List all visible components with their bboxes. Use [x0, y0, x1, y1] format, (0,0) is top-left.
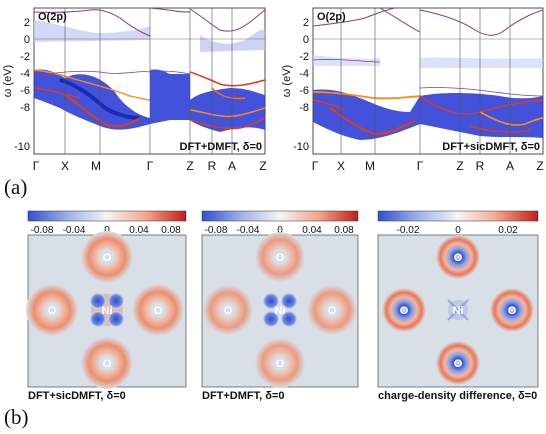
- k-point: A: [228, 159, 236, 173]
- k-point: X: [337, 159, 345, 173]
- y-axis-label: ω (eV): [2, 65, 14, 97]
- k-point: Γ: [147, 159, 154, 173]
- y-tick: 0: [303, 34, 309, 46]
- orbital-label: O(2p): [317, 11, 346, 23]
- y-tick-labels: 2 0 -2 -4 -6 -8 -10: [14, 17, 30, 153]
- map-caption: DFT+sicDMFT, δ=0: [28, 390, 126, 402]
- k-point-labels: Γ X M Γ Z R A Z: [312, 159, 544, 173]
- ni-orbital: [447, 299, 469, 321]
- spectral-function-left: [34, 8, 265, 132]
- k-point: Γ: [417, 159, 424, 173]
- y-tick: -8: [299, 102, 309, 114]
- k-point: R: [476, 159, 485, 173]
- k-point: A: [506, 159, 514, 173]
- k-point: Z: [456, 159, 463, 173]
- y-tick: -2: [299, 51, 309, 63]
- atom-label-o: O: [454, 252, 463, 264]
- k-point-labels: Γ X M Γ Z R A Z: [33, 159, 267, 173]
- density-map-dft-sicdmft: -0.08 -0.04 0 0.04 0.08 O O O O Ni: [26, 210, 187, 389]
- colorbar-tick: 0: [277, 225, 283, 236]
- atom-label-o: O: [154, 305, 163, 317]
- colorbar: [377, 210, 539, 222]
- atom-label-o: O: [48, 305, 57, 317]
- k-point: Z: [186, 159, 193, 173]
- colorbar-ticks: -0.02 0 0.02: [397, 225, 519, 236]
- map-caption: charge-density difference, δ=0: [378, 390, 538, 402]
- colorbar-tick: 0.04: [129, 225, 149, 236]
- map-caption: DFT+DMFT, δ=0: [202, 390, 285, 402]
- k-point: Z: [259, 159, 266, 173]
- k-point: R: [208, 159, 217, 173]
- colorbar-tick: 0: [455, 225, 461, 236]
- y-tick: -4: [299, 68, 309, 80]
- method-label: DFT+DMFT, δ=0: [180, 141, 262, 153]
- colorbar: [201, 210, 359, 222]
- atom-label-o: O: [276, 252, 285, 264]
- band-plot-dft-dmft: 2 0 -2 -4 -6 -8 -10 ω (eV) O(2p) DFT+DMF…: [2, 7, 267, 173]
- colorbar-ticks: -0.08 -0.04 0 0.04 0.08: [205, 225, 355, 236]
- k-point: M: [91, 159, 101, 173]
- atom-label-o: O: [454, 358, 463, 370]
- k-point: Γ: [33, 159, 40, 173]
- y-tick: -10: [293, 141, 309, 153]
- y-tick: -2: [20, 51, 30, 63]
- y-tick: -6: [20, 85, 30, 97]
- y-axis-label: ω (eV): [281, 65, 293, 97]
- k-point: Γ: [312, 159, 319, 173]
- k-point: X: [61, 159, 69, 173]
- y-tick: -8: [20, 102, 30, 114]
- colorbar-tick: 0.08: [161, 225, 181, 236]
- density-maps-figure: -0.08 -0.04 0 0.04 0.08 O O O O Ni -0.08…: [26, 210, 539, 389]
- colorbar-tick: 0.02: [498, 225, 518, 236]
- atom-label-o: O: [224, 305, 233, 317]
- colorbar-tick: 0.04: [302, 225, 322, 236]
- k-point: M: [365, 159, 375, 173]
- band-plot-dft-sicdmft: 2 0 -2 -4 -6 -8 -10 ω (eV) O(2p) DFT+sic…: [281, 7, 544, 173]
- band-plots-figure: 2 0 -2 -4 -6 -8 -10 ω (eV) O(2p) DFT+DMF…: [2, 7, 544, 173]
- panel-label-a: (a): [4, 175, 28, 199]
- y-tick: -6: [299, 85, 309, 97]
- colorbar-tick: 0: [104, 225, 110, 236]
- ni-orbital: [90, 293, 124, 327]
- y-tick: -4: [20, 68, 30, 80]
- colorbar-tick: -0.02: [397, 225, 420, 236]
- colorbar-tick: 0.08: [334, 225, 354, 236]
- panel-label-b: (b): [4, 405, 29, 429]
- k-point: Z: [536, 159, 543, 173]
- atom-label-ni: Ni: [275, 305, 286, 317]
- y-tick: 2: [24, 17, 30, 29]
- colorbar-tick: -0.04: [237, 225, 260, 236]
- atom-label-o: O: [103, 252, 112, 264]
- y-tick-labels: 2 0 -2 -4 -6 -8 -10: [293, 17, 309, 153]
- y-tick: -10: [14, 141, 30, 153]
- orbital-label: O(2p): [38, 11, 67, 23]
- y-tick: 0: [24, 34, 30, 46]
- colorbar-tick: -0.04: [63, 225, 86, 236]
- atom-label-o: O: [103, 358, 112, 370]
- density-map-difference: -0.02 0 0.02 O O O O Ni: [377, 210, 539, 388]
- atom-label-ni: Ni: [102, 305, 113, 317]
- y-tick: 2: [303, 17, 309, 29]
- colorbar-ticks: -0.08 -0.04 0 0.04 0.08: [31, 225, 182, 236]
- atom-label-o: O: [508, 305, 517, 317]
- atom-label-o: O: [400, 305, 409, 317]
- colorbar-tick: -0.08: [205, 225, 228, 236]
- method-label: DFT+sicDMFT, δ=0: [442, 141, 540, 153]
- atom-label-ni: Ni: [453, 305, 464, 317]
- colorbar: [27, 210, 187, 222]
- density-map-dft-dmft: -0.08 -0.04 0 0.04 0.08 O O O O Ni: [201, 210, 359, 388]
- atom-label-o: O: [328, 305, 337, 317]
- ni-orbital: [263, 293, 297, 327]
- atom-label-o: O: [276, 358, 285, 370]
- colorbar-tick: -0.08: [31, 225, 54, 236]
